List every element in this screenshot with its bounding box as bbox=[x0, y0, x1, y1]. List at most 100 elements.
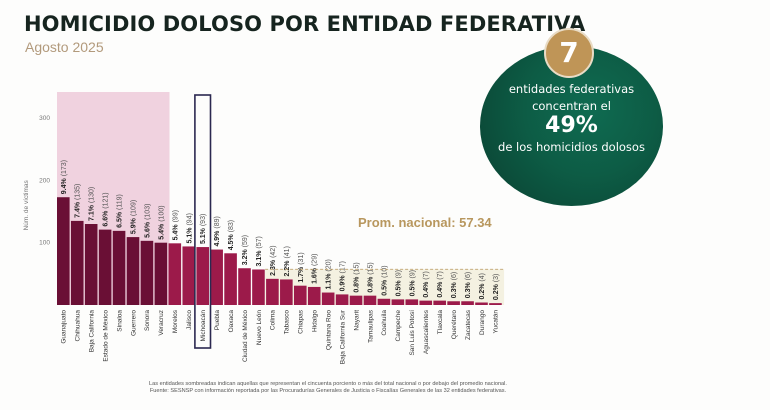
data-label: 9.4% (173) bbox=[61, 160, 68, 194]
data-label: 0.5% (10) bbox=[381, 265, 388, 295]
bar bbox=[391, 299, 405, 305]
data-label: 4.5% (83) bbox=[228, 220, 235, 250]
data-label: 7.1% (130) bbox=[89, 187, 96, 221]
bar bbox=[293, 285, 307, 305]
x-tick-label: Tlaxcala bbox=[437, 310, 444, 335]
data-label: 5.1% (93) bbox=[200, 214, 207, 244]
data-label: 0.5% (9) bbox=[409, 270, 416, 296]
data-label: 0.2% (3) bbox=[493, 274, 500, 300]
x-tick-label: Tamaulipas bbox=[367, 309, 374, 343]
y-tick-label: 100 bbox=[39, 240, 50, 247]
x-tick-label: Ciudad de México bbox=[242, 310, 249, 362]
bar bbox=[377, 298, 391, 305]
data-label: 5.6% (103) bbox=[144, 204, 151, 238]
data-label: 3.1% (57) bbox=[256, 236, 263, 266]
bar bbox=[433, 300, 446, 305]
x-tick-label: Nuevo León bbox=[256, 310, 263, 345]
x-tick-label: Oaxaca bbox=[228, 310, 235, 333]
x-tick-label: Yucatán bbox=[493, 310, 500, 334]
bar bbox=[168, 243, 182, 305]
x-tick-label: Durango bbox=[479, 310, 486, 335]
x-tick-label: Baja California Sur bbox=[339, 309, 346, 364]
bar bbox=[461, 301, 474, 305]
data-label: 0.5% (9) bbox=[395, 270, 402, 296]
x-tick-label: Colima bbox=[270, 310, 277, 331]
data-label: 5.4% (100) bbox=[158, 205, 165, 239]
count-badge: 7 bbox=[544, 28, 594, 78]
bar bbox=[112, 230, 126, 305]
data-label: 3.2% (59) bbox=[242, 235, 249, 265]
data-label: 0.3% (6) bbox=[465, 272, 472, 298]
y-tick-label: 200 bbox=[39, 177, 50, 184]
data-label: 4.9% (89) bbox=[214, 216, 221, 246]
x-tick-label: Sinaloa bbox=[116, 310, 123, 332]
bar bbox=[475, 302, 488, 305]
data-label: 0.8% (15) bbox=[354, 262, 361, 292]
data-label: 6.6% (121) bbox=[103, 192, 110, 226]
x-tick-label: Michoacán bbox=[200, 310, 207, 342]
bar bbox=[84, 224, 98, 305]
callout-line-1: entidades federativas bbox=[508, 82, 635, 96]
bar bbox=[419, 300, 433, 305]
data-label: 2.2% (41) bbox=[284, 246, 291, 276]
x-tick-label: Chiapas bbox=[298, 309, 305, 334]
x-tick-label: Coahuila bbox=[381, 310, 388, 336]
callout-percent: 49% bbox=[545, 113, 598, 138]
x-tick-label: Tabasco bbox=[284, 310, 291, 335]
x-tick-label: Baja California bbox=[88, 310, 95, 353]
bar bbox=[280, 279, 293, 305]
x-tick-label: Aguascalientes bbox=[423, 309, 430, 354]
bar bbox=[57, 197, 70, 305]
bar bbox=[307, 286, 321, 305]
bar bbox=[266, 278, 279, 305]
data-label: 6.5% (119) bbox=[117, 194, 124, 228]
data-label: 1.1% (20) bbox=[326, 259, 333, 289]
y-tick-label: 300 bbox=[39, 115, 50, 122]
bar bbox=[349, 295, 363, 305]
data-label: 0.8% (15) bbox=[367, 262, 374, 292]
bar bbox=[98, 229, 112, 305]
bar bbox=[70, 220, 84, 305]
data-label: 1.7% (31) bbox=[298, 252, 305, 282]
x-tick-label: Puebla bbox=[214, 310, 221, 331]
data-label: 7.4% (135) bbox=[75, 184, 82, 218]
bar bbox=[154, 242, 168, 305]
footnote-source: Fuente: SESNSP con información reportada… bbox=[149, 388, 507, 394]
x-tick-label: Hidalgo bbox=[312, 310, 319, 332]
data-label: 0.9% (17) bbox=[340, 261, 347, 291]
bar bbox=[210, 249, 223, 305]
x-tick-label: Veracruz bbox=[158, 310, 165, 336]
bar bbox=[363, 295, 377, 305]
x-tick-label: Quintana Roo bbox=[325, 310, 332, 350]
x-tick-label: Querétaro bbox=[451, 310, 458, 340]
x-tick-label: Nayarit bbox=[353, 310, 360, 331]
bar bbox=[126, 237, 140, 305]
callout-line-2: concentran el bbox=[532, 99, 611, 113]
bar bbox=[405, 299, 419, 305]
data-label: 0.3% (6) bbox=[451, 272, 458, 298]
bar bbox=[224, 253, 237, 305]
data-label: 0.4% (7) bbox=[423, 271, 430, 297]
x-tick-label: Campeche bbox=[395, 310, 402, 342]
x-tick-label: Morelos bbox=[172, 309, 179, 333]
bar bbox=[252, 269, 265, 305]
x-tick-label: San Luis Potosí bbox=[409, 310, 416, 356]
bar bbox=[140, 240, 154, 305]
x-tick-label: Guerrero bbox=[130, 310, 137, 336]
footnote: Las entidades sombreadas indican aquella… bbox=[128, 381, 528, 395]
data-label: 0.2% (4) bbox=[479, 273, 486, 299]
x-tick-label: Guanajuato bbox=[61, 310, 68, 344]
x-tick-label: Sonora bbox=[144, 310, 151, 331]
data-label: 5.9% (109) bbox=[131, 200, 138, 234]
footnote-line-1: Las entidades sombreadas indican aquella… bbox=[149, 381, 507, 387]
page-title: HOMICIDIO DOLOSO POR ENTIDAD FEDERATIVA bbox=[24, 12, 586, 36]
data-label: 5.1% (94) bbox=[186, 213, 193, 243]
page-subtitle: Agosto 2025 bbox=[25, 39, 104, 55]
highlight-box bbox=[194, 94, 212, 349]
bar bbox=[335, 294, 349, 305]
data-label: 1.6% (29) bbox=[312, 254, 319, 284]
callout-line-4: de los homicidios dolosos bbox=[498, 140, 645, 154]
data-label: 0.4% (7) bbox=[437, 271, 444, 297]
bar bbox=[182, 246, 196, 305]
